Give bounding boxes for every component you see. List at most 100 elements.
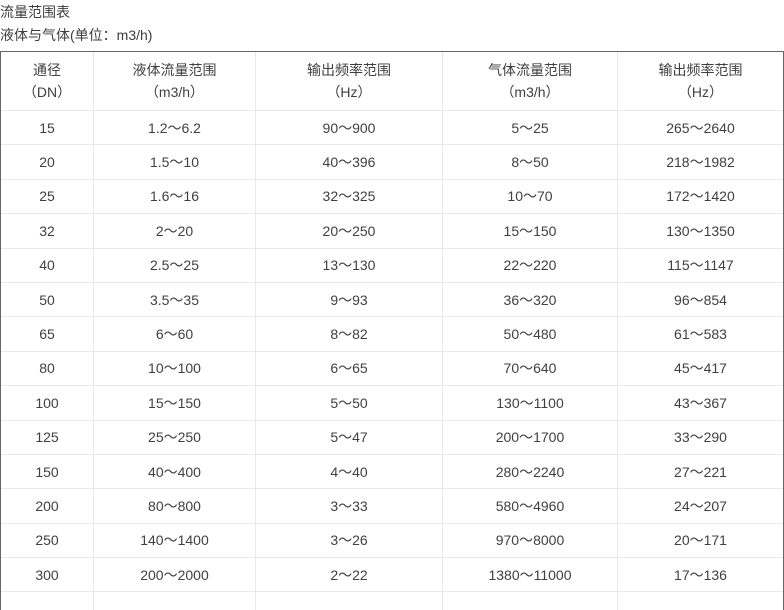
table-cell: 61～583 bbox=[618, 317, 783, 352]
table-cell: 20～171 bbox=[618, 523, 783, 559]
table-cell: 40～400 bbox=[94, 454, 256, 490]
table-cell: 218～1982 bbox=[618, 145, 783, 180]
table-cell: 20～250 bbox=[256, 214, 443, 249]
table-cell: 3～26 bbox=[256, 523, 443, 559]
col-header-diameter-unit: （DN） bbox=[22, 84, 72, 100]
col-header-gas-flow-range: 气体流量范围 （m3/h） bbox=[443, 52, 618, 111]
table-cell: 25 bbox=[1, 179, 94, 215]
table-cell: 2.5～25 bbox=[94, 248, 256, 283]
table-subtitle: 液体与气体(单位：m3/h) bbox=[0, 27, 153, 43]
table-body: 15 1.2～6.2 90～900 5～25 265～2640 20 1.5～10 40～39… bbox=[1, 111, 783, 610]
table-cell: 15～150 bbox=[94, 386, 256, 421]
table-row: 150 40～400 4～40 280～2240 27～221 bbox=[1, 454, 783, 490]
table-cell bbox=[256, 592, 443, 610]
table-cell bbox=[618, 592, 783, 610]
table-cell: 24～207 bbox=[618, 489, 783, 524]
table-row: 32 2～20 20～250 15～150 130～1350 bbox=[1, 214, 783, 249]
table-cell: 150 bbox=[1, 454, 94, 490]
table-row: 250 140～1400 3～26 970～8000 20～171 bbox=[1, 523, 783, 559]
table-row: 20 1.5～10 40～396 8～50 218～1982 bbox=[1, 145, 783, 180]
table-cell: 70～640 bbox=[443, 351, 618, 387]
table-row: 40 2.5～25 13～130 22～220 115～1147 bbox=[1, 248, 783, 283]
table-cell: 10～70 bbox=[443, 179, 618, 215]
table-cell: 32～325 bbox=[256, 179, 443, 215]
table-cell: 20 bbox=[1, 145, 94, 180]
table-cell: 5～50 bbox=[256, 386, 443, 421]
table-cell: 32 bbox=[1, 214, 94, 249]
table-cell: 200～1700 bbox=[443, 420, 618, 455]
table-cell bbox=[1, 592, 94, 610]
table-cell: 125 bbox=[1, 420, 94, 455]
table-cell: 1.2～6.2 bbox=[94, 111, 256, 146]
table-cell: 36～320 bbox=[443, 282, 618, 318]
table-row: 80 10～100 6～65 70～640 45～417 bbox=[1, 351, 783, 387]
table-cell: 27～221 bbox=[618, 454, 783, 490]
table-cell: 6～65 bbox=[256, 351, 443, 387]
col-header-liquid-flow-title: 液体流量范围 bbox=[132, 62, 217, 78]
table-cell: 50～480 bbox=[443, 317, 618, 352]
table-cell: 200～2000 bbox=[94, 558, 256, 593]
table-cell: 17～136 bbox=[618, 558, 783, 593]
col-header-output-frequency-liquid-unit: （Hz） bbox=[326, 84, 372, 100]
table-cell: 250 bbox=[1, 523, 94, 559]
table-cell: 96～854 bbox=[618, 282, 783, 318]
table-cell: 15 bbox=[1, 111, 94, 146]
table-row: 200 80～800 3～33 580～4960 24～207 bbox=[1, 489, 783, 524]
table-cell bbox=[94, 592, 256, 610]
table-row: 25 1.6～16 32～325 10～70 172～1420 bbox=[1, 179, 783, 215]
table-cell: 15～150 bbox=[443, 214, 618, 249]
table-cell: 50 bbox=[1, 282, 94, 318]
table-cell: 1380～11000 bbox=[443, 558, 618, 593]
table-cell: 100 bbox=[1, 386, 94, 421]
col-header-output-frequency-liquid: 输出频率范围 （Hz） bbox=[256, 52, 443, 111]
table-cell: 8～82 bbox=[256, 317, 443, 352]
table-row: 125 25～250 5～47 200～1700 33～290 bbox=[1, 420, 783, 455]
table-cell: 90～900 bbox=[256, 111, 443, 146]
table-cell: 1.6～16 bbox=[94, 179, 256, 215]
table-row: 65 6～60 8～82 50～480 61～583 bbox=[1, 317, 783, 352]
table-cell: 43～367 bbox=[618, 386, 783, 421]
table-cell: 40～396 bbox=[256, 145, 443, 180]
table-cell: 65 bbox=[1, 317, 94, 352]
table-row: 100 15～150 5～50 130～1100 43～367 bbox=[1, 386, 783, 421]
col-header-output-frequency-gas: 输出频率范围 （Hz） bbox=[618, 52, 783, 111]
col-header-liquid-flow-unit: （m3/h） bbox=[144, 84, 205, 100]
table-cell: 5～25 bbox=[443, 111, 618, 146]
table-cell: 580～4960 bbox=[443, 489, 618, 524]
table-cell: 265～2640 bbox=[618, 111, 783, 146]
table-row-partial bbox=[1, 592, 783, 610]
table-cell: 33～290 bbox=[618, 420, 783, 455]
col-header-liquid-flow-range: 液体流量范围 （m3/h） bbox=[94, 52, 256, 111]
table-cell bbox=[443, 592, 618, 610]
table-cell: 45～417 bbox=[618, 351, 783, 387]
table-cell: 22～220 bbox=[443, 248, 618, 283]
table-cell: 3～33 bbox=[256, 489, 443, 524]
table-cell: 5～47 bbox=[256, 420, 443, 455]
table-cell: 10～100 bbox=[94, 351, 256, 387]
table-cell: 130～1350 bbox=[618, 214, 783, 249]
table-cell: 8～50 bbox=[443, 145, 618, 180]
col-header-output-frequency-gas-unit: （Hz） bbox=[677, 84, 724, 100]
table-cell: 80～800 bbox=[94, 489, 256, 524]
table-cell: 2～22 bbox=[256, 558, 443, 593]
table-cell: 80 bbox=[1, 351, 94, 387]
table-cell: 200 bbox=[1, 489, 94, 524]
table-row: 15 1.2～6.2 90～900 5～25 265～2640 bbox=[1, 111, 783, 146]
col-header-diameter: 通径 （DN） bbox=[1, 52, 94, 111]
flow-range-table: 通径 （DN） 液体流量范围 （m3/h） 输出频率范围 （Hz） 气体流量范围… bbox=[0, 51, 784, 610]
table-cell: 280～2240 bbox=[443, 454, 618, 490]
table-cell: 172～1420 bbox=[618, 179, 783, 215]
col-header-diameter-title: 通径 bbox=[33, 62, 61, 78]
table-cell: 115～1147 bbox=[618, 248, 783, 283]
table-cell: 4～40 bbox=[256, 454, 443, 490]
col-header-gas-flow-title: 气体流量范围 bbox=[488, 62, 572, 78]
table-cell: 2～20 bbox=[94, 214, 256, 249]
table-cell: 1.5～10 bbox=[94, 145, 256, 180]
table-cell: 13～130 bbox=[256, 248, 443, 283]
table-row: 300 200～2000 2～22 1380～11000 17～136 bbox=[1, 558, 783, 593]
table-header: 通径 （DN） 液体流量范围 （m3/h） 输出频率范围 （Hz） 气体流量范围… bbox=[1, 52, 783, 111]
table-cell: 40 bbox=[1, 248, 94, 283]
col-header-output-frequency-gas-title: 输出频率范围 bbox=[658, 62, 743, 78]
col-header-gas-flow-unit: （m3/h） bbox=[500, 84, 560, 100]
